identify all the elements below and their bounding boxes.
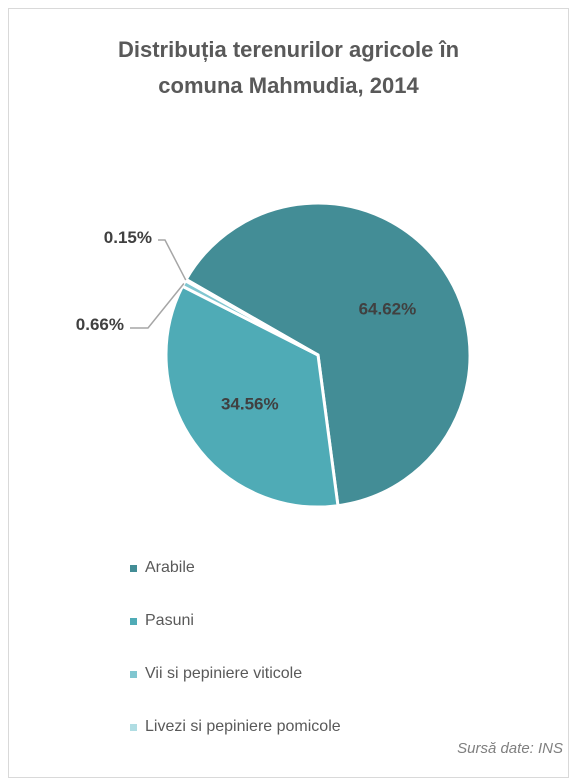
legend: Arabile Pasuni Vii si pepiniere viticole… [130, 555, 341, 767]
legend-item-pasuni: Pasuni [130, 608, 341, 634]
legend-item-livezi: Livezi si pepiniere pomicole [130, 714, 341, 740]
legend-label-livezi: Livezi si pepiniere pomicole [145, 718, 341, 735]
legend-label-pasuni: Pasuni [145, 612, 194, 629]
pie-slice-arabile [184, 201, 472, 508]
data-label-pasuni: 34.56% [221, 394, 279, 413]
legend-label-arabile: Arabile [145, 559, 195, 576]
chart-title: Distribuția terenurilor agricole în comu… [0, 32, 577, 104]
legend-swatch-livezi [130, 723, 137, 731]
legend-item-arabile: Arabile [130, 555, 341, 581]
chart-title-line-1: Distribuția terenurilor agricole în [117, 37, 460, 62]
data-label-arabile: 64.62% [359, 299, 417, 318]
data-label-vii: 0.66% [76, 315, 124, 334]
pie-chart: 64.62% 34.56% 0.66% 0.15% [76, 201, 472, 509]
legend-label-vii: Vii si pepiniere viticole [145, 665, 303, 682]
chart-title-line-2: comuna Mahmudia, 2014 [158, 73, 419, 98]
legend-swatch-arabile [130, 564, 137, 572]
legend-item-vii: Vii si pepiniere viticole [130, 661, 341, 687]
source-note: Sursă date: INS [457, 740, 563, 757]
data-label-livezi: 0.15% [104, 228, 152, 247]
leader-line-livezi [158, 239, 187, 281]
leader-line-vii [130, 283, 185, 329]
legend-swatch-vii [130, 670, 137, 678]
pie-slice-pasuni [164, 284, 340, 509]
legend-swatch-pasuni [130, 617, 137, 625]
